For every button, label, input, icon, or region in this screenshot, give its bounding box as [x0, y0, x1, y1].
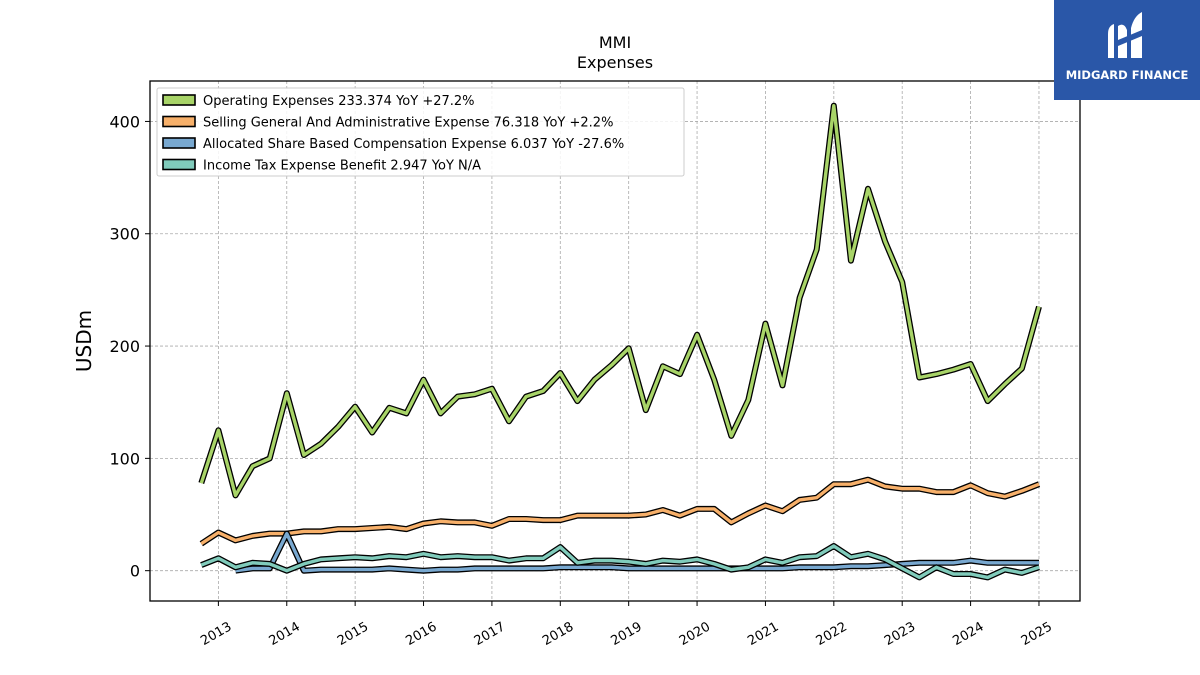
- chart-title: MMI: [599, 33, 631, 52]
- x-tick-label: 2023: [882, 619, 918, 649]
- stylized-m-icon: [1108, 12, 1142, 59]
- series-lines: [198, 102, 1042, 581]
- x-tick-label: 2016: [403, 619, 439, 649]
- legend: Operating Expenses 233.374 YoY +27.2% Sel…: [156, 87, 685, 177]
- x-tick-label: 2017: [472, 619, 508, 649]
- x-tick-label: 2019: [609, 619, 645, 649]
- legend-swatch: [162, 137, 196, 149]
- y-tick-label: 400: [109, 112, 140, 131]
- x-tick-label: 2022: [814, 619, 850, 649]
- legend-swatch: [162, 115, 196, 128]
- series-line-1: [200, 478, 1040, 546]
- y-tick-label: 0: [130, 562, 140, 581]
- x-tick-label: 2013: [198, 619, 234, 649]
- legend-label: Selling General And Administrative Expen…: [203, 116, 613, 131]
- x-tick-label: 2021: [745, 619, 781, 649]
- legend-label: Income Tax Expense Benefit 2.947 YoY N/A: [203, 159, 481, 174]
- y-tick-label: 300: [109, 225, 140, 244]
- legend-label: Allocated Share Based Compensation Expen…: [203, 137, 624, 152]
- series-line-2: [235, 531, 1039, 573]
- x-tick-label: 2014: [267, 619, 303, 649]
- y-axis: 0 100 200 300 400: [109, 112, 150, 581]
- x-tick-label: 2015: [335, 619, 371, 649]
- legend-label: Operating Expenses 233.374 YoY +27.2%: [203, 94, 475, 109]
- chart-subtitle: Expenses: [577, 53, 653, 72]
- plot-area-frame: [149, 80, 1081, 602]
- x-tick-label: 2024: [950, 619, 986, 649]
- legend-box: [156, 87, 685, 177]
- x-axis: 2013 2014 2015 2016 2017 2018 2019 2020 2021 2022…: [198, 601, 1055, 649]
- brand-name: MIDGARD FINANCE: [1065, 68, 1189, 82]
- legend-swatch: [162, 158, 196, 171]
- series-line-0: [199, 104, 1041, 498]
- brand-logo: MIDGARD FINANCE: [1054, 0, 1200, 100]
- legend-swatch: [162, 94, 196, 106]
- x-tick-label: 2020: [677, 619, 713, 649]
- x-tick-label: 2018: [540, 619, 576, 649]
- y-tick-label: 100: [109, 449, 140, 468]
- y-axis-label: USDm: [72, 310, 96, 372]
- y-tick-label: 200: [109, 337, 140, 356]
- series-line-3: [200, 544, 1040, 580]
- x-tick-label: 2025: [1019, 619, 1055, 649]
